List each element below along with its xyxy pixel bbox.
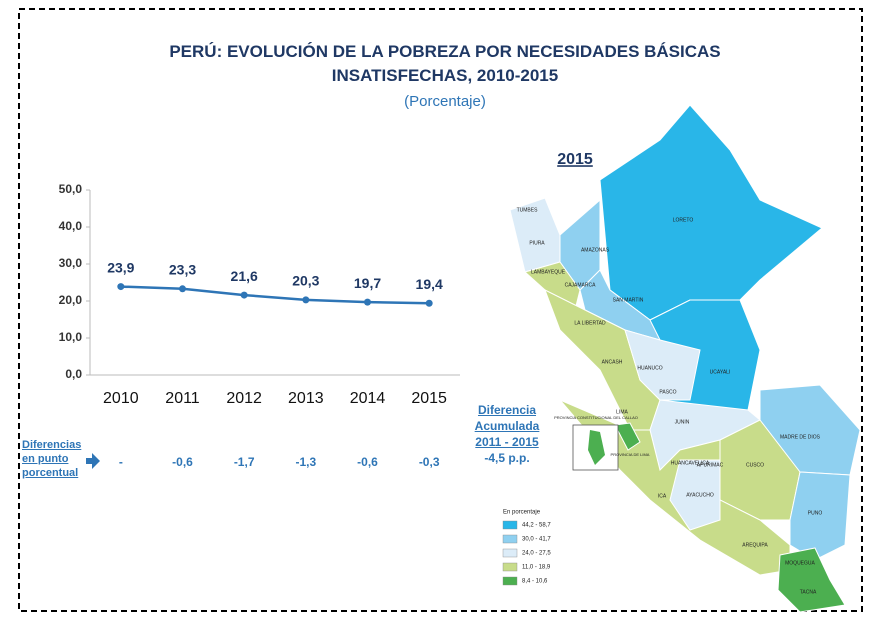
- point: [302, 296, 310, 304]
- x-tick-label: 2010: [103, 390, 139, 407]
- legend-swatch: [502, 576, 518, 586]
- y-tick-label: 20,0: [59, 293, 83, 307]
- accumulated: Diferencia Acumulada 2011 - 2015 -4,5 p.p…: [462, 402, 552, 466]
- legend-swatch: [502, 562, 518, 572]
- arrow: [86, 453, 100, 469]
- inset: [572, 424, 619, 471]
- point: [425, 299, 433, 307]
- difference: -1,3: [295, 455, 316, 469]
- region-label: CUSCO: [746, 462, 764, 468]
- region-label: MADRE DE DIOS: [780, 434, 821, 440]
- region: [624, 329, 701, 401]
- legend-label: 11,0 - 18,9: [522, 565, 551, 571]
- region-label: MOQUEGUA: [785, 560, 815, 566]
- region-label: JUNIN: [675, 419, 690, 425]
- region-label: AMAZONAS: [581, 247, 610, 253]
- chart-title: PERÚ: EVOLUCIÓN DE LA POBREZA POR NECESI…: [169, 42, 721, 85]
- region-label: HUANCAVELICA: [671, 460, 710, 466]
- point: [179, 285, 186, 293]
- map-title: 2015: [557, 151, 593, 168]
- legend-swatch: [502, 520, 518, 530]
- value-label: 19,7: [354, 275, 381, 291]
- difference: -0,3: [419, 455, 440, 469]
- value-label: 21,6: [231, 268, 258, 284]
- region-label: LORETO: [673, 217, 694, 223]
- region-label: SAN MARTIN: [613, 297, 644, 303]
- difference: -0,6: [357, 455, 378, 469]
- y-tick-label: 50,0: [59, 182, 83, 196]
- region-label: CAJAMARCA: [565, 282, 597, 288]
- y-tick-label: 0,0: [65, 367, 82, 381]
- legend-label: 44,2 - 58,7: [522, 523, 551, 529]
- inset-label: PROVINCIA DE LIMA: [611, 452, 650, 457]
- point: [364, 298, 371, 306]
- difference: -0,6: [172, 455, 193, 469]
- value-label: 23,3: [169, 261, 196, 277]
- line: [120, 285, 430, 305]
- region-label: ICA: [658, 493, 667, 499]
- value-label: 20,3: [292, 273, 319, 289]
- region-label: TACNA: [800, 589, 817, 595]
- chart-subtitle: (Porcentaje): [404, 93, 486, 110]
- value-label: 19,4: [416, 276, 443, 292]
- frame: [18, 8, 863, 612]
- region-label: ANCASH: [602, 359, 623, 365]
- value-label: 23,9: [107, 259, 134, 275]
- difference: -: [119, 455, 123, 469]
- region-label: AYACUCHO: [686, 492, 714, 498]
- y-tick-label: 30,0: [59, 256, 83, 270]
- region-label: AREQUIPA: [742, 542, 768, 548]
- inset-label: PROVINCIA CONSTITUCIONAL DEL CALLAO: [554, 415, 638, 420]
- region-label: TUMBES: [517, 207, 539, 213]
- x-tick-label: 2015: [411, 390, 447, 407]
- region: [777, 547, 846, 613]
- legend-label: 8,4 - 10,6: [522, 579, 548, 585]
- region-label: LA LIBERTAD: [574, 320, 606, 326]
- region: [669, 459, 721, 531]
- x-tick-label: 2011: [165, 390, 200, 407]
- region-label: UCAYALI: [710, 369, 731, 375]
- region-label: LAMBAYEQUE: [531, 269, 566, 275]
- region-label: PIURA: [529, 240, 545, 246]
- region-label: PASCO: [659, 389, 676, 395]
- accumulated-value: -4,5 p.p.: [484, 451, 530, 465]
- legend-label: 30,0 - 41,7: [522, 537, 551, 543]
- x-tick-label: 2012: [226, 390, 262, 407]
- region-label: HUANUCO: [637, 365, 662, 371]
- y-tick-label: 10,0: [59, 330, 83, 344]
- region: [614, 422, 641, 451]
- region-label: PUNO: [808, 510, 823, 516]
- legend-swatch: [502, 534, 518, 544]
- legend-title: En porcentaje: [503, 510, 541, 516]
- x-tick-label: 2014: [350, 390, 386, 407]
- region: [599, 104, 823, 321]
- x-tick-label: 2013: [288, 390, 324, 407]
- region-label: LIMA: [616, 409, 628, 415]
- accumulated-title: Diferencia Acumulada 2011 - 2015: [474, 403, 540, 449]
- region-label: APURIMAC: [697, 462, 724, 468]
- point: [240, 291, 248, 299]
- differences-label: Diferencias en punto porcentual: [22, 439, 82, 479]
- legend-label: 24,0 - 27,5: [522, 551, 551, 557]
- map: [509, 104, 861, 613]
- difference: -1,7: [234, 455, 255, 469]
- y-tick-label: 40,0: [59, 219, 83, 233]
- point: [117, 283, 125, 291]
- inset-region: [588, 430, 605, 465]
- legend-swatch: [502, 548, 518, 558]
